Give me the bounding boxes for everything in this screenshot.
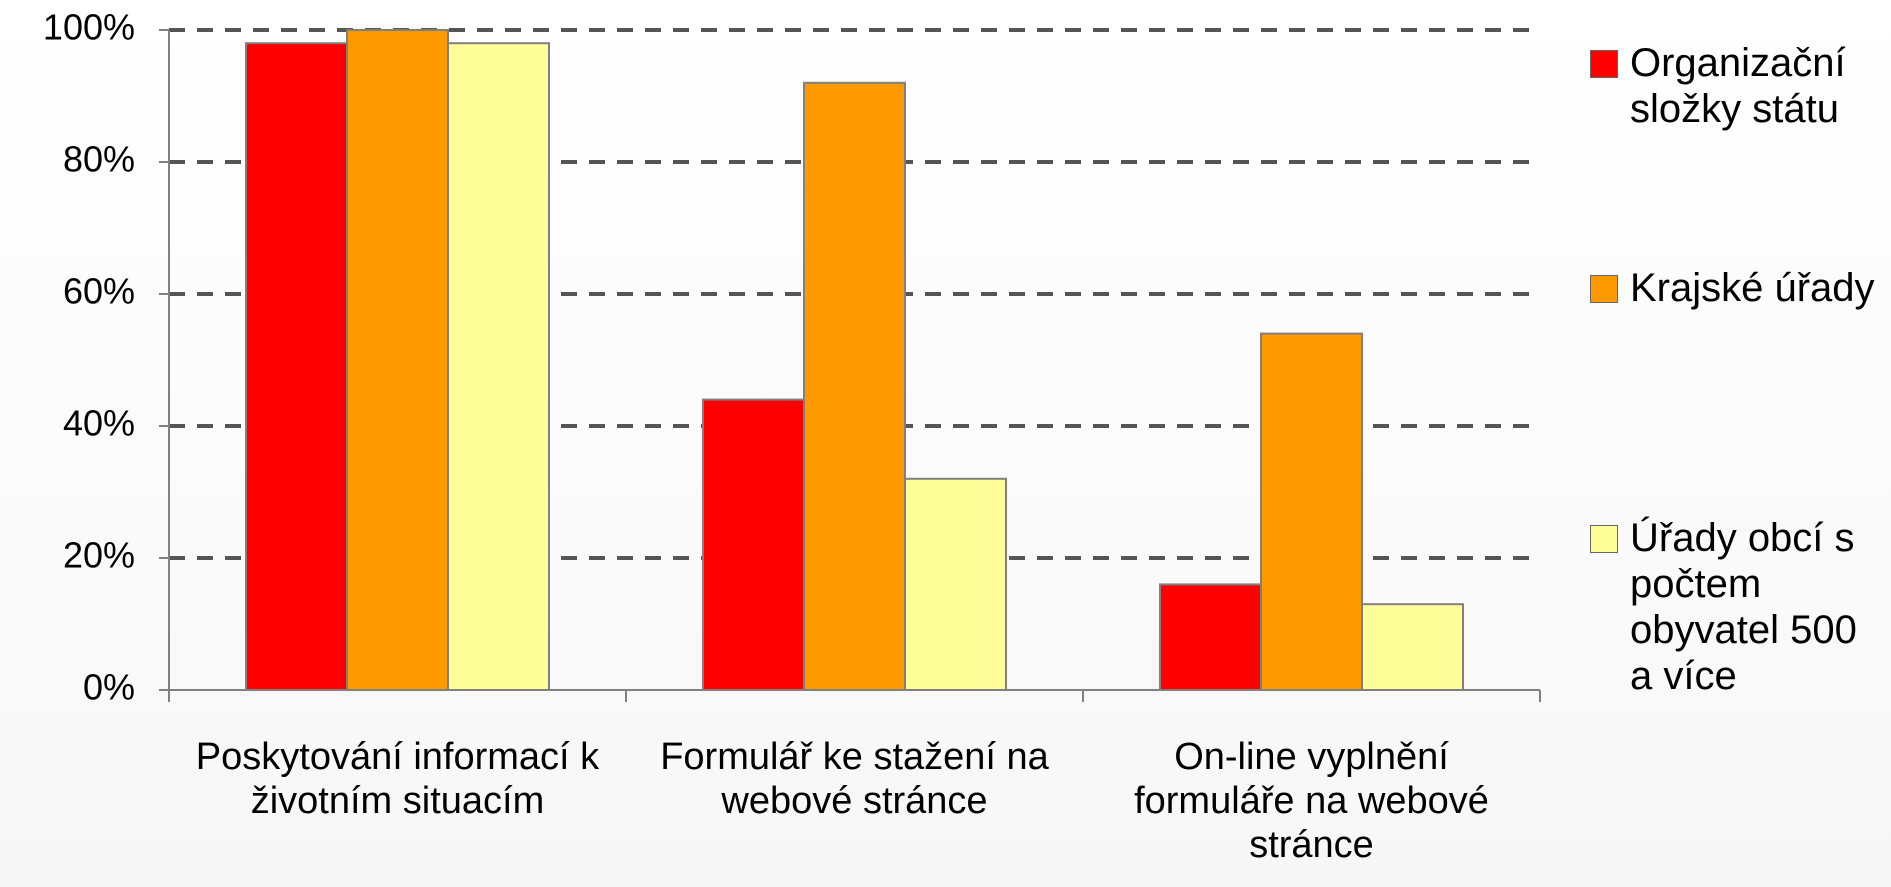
x-tick-label: Poskytování informací k životním situací… xyxy=(195,736,600,822)
bar xyxy=(1260,332,1363,691)
legend-swatch xyxy=(1590,50,1618,78)
bar xyxy=(702,398,805,691)
y-tick-label: 0% xyxy=(83,667,135,708)
bar xyxy=(1159,583,1262,692)
y-tick-label: 20% xyxy=(63,535,135,576)
y-tick-label: 80% xyxy=(63,139,135,180)
bar xyxy=(447,42,550,691)
x-tick-label: On-line vyplnění formuláře na webové str… xyxy=(1134,736,1489,866)
legend-swatch xyxy=(1590,275,1618,303)
legend-swatch xyxy=(1590,525,1618,553)
y-tick-label: 60% xyxy=(63,271,135,312)
bar xyxy=(904,477,1007,691)
legend-label: Úřady obcí s počtem obyvatel 500 a více xyxy=(1630,516,1857,698)
y-tick-label: 100% xyxy=(43,7,135,48)
legend-label: Organizační složky státu xyxy=(1630,41,1846,131)
legend-label: Krajské úřady xyxy=(1630,266,1875,310)
x-tick-label: Formulář ke stažení na webové stránce xyxy=(660,736,1049,822)
bar xyxy=(1361,603,1464,692)
bar xyxy=(803,81,906,692)
bar xyxy=(346,29,449,691)
bar xyxy=(245,42,348,691)
y-tick-label: 40% xyxy=(63,403,135,444)
